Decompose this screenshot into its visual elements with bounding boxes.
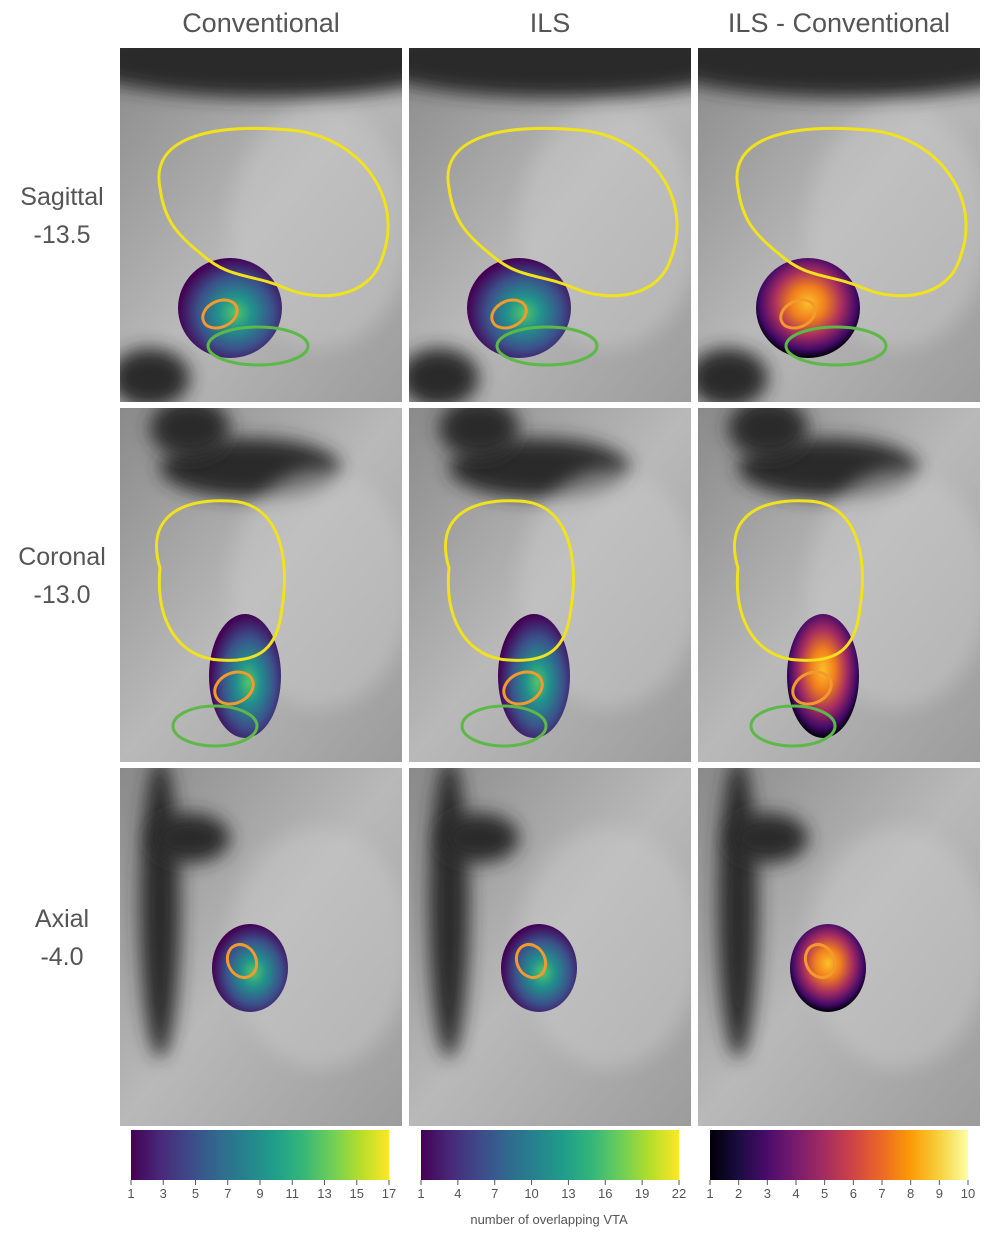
colorbar-tick-label: 10	[524, 1186, 538, 1201]
colorbar-tick-label: 7	[224, 1186, 231, 1201]
figure: Conventional ILS ILS - Conventional Sagitta…	[0, 0, 984, 1234]
image-panel	[698, 758, 984, 1126]
colorbar-tick-label: 3	[160, 1186, 167, 1201]
vta-overlap	[501, 924, 577, 1012]
dark-structure	[718, 758, 758, 1058]
vta-overlap	[212, 924, 288, 1012]
image-panel	[409, 398, 699, 762]
dark-structure	[150, 813, 230, 863]
column-title: Conventional	[182, 8, 340, 38]
colorbar-tick-label: 8	[907, 1186, 914, 1201]
colorbar-tick-label: 10	[961, 1186, 975, 1201]
colorbar-tick-label: 5	[192, 1186, 199, 1201]
colorbar-tick-label: 3	[764, 1186, 771, 1201]
row-view: Coronal	[18, 543, 106, 571]
colorbar-tick-label: 5	[821, 1186, 828, 1201]
colorbar-tick-label: 7	[491, 1186, 498, 1201]
image-panel	[648, 18, 984, 408]
image-panel	[698, 398, 984, 762]
dark-structure	[439, 813, 519, 863]
colorbar-tick-label: 4	[792, 1186, 799, 1201]
row-view: Sagittal	[20, 183, 103, 211]
dark-structure	[150, 398, 230, 458]
colorbar-tick-label: 11	[286, 1186, 300, 1201]
vta-overlap	[498, 614, 570, 738]
panel-content	[409, 758, 699, 1126]
dark-structure	[429, 758, 469, 1058]
colorbar-tick-label: 7	[878, 1186, 885, 1201]
panel-content	[120, 758, 410, 1126]
vta-overlap	[787, 614, 859, 738]
panel-content	[409, 398, 699, 762]
dark-structure	[688, 348, 768, 408]
colorbar-tick-label: 4	[454, 1186, 461, 1201]
colorbar-tick-label: 13	[561, 1186, 575, 1201]
panel-content	[698, 758, 984, 1126]
colorbar	[131, 1130, 389, 1180]
colorbar-tick-label: 9	[936, 1186, 943, 1201]
colorbar-tick-label: 2	[735, 1186, 742, 1201]
colorbar-label: number of overlapping VTA	[470, 1212, 628, 1227]
dark-structure	[728, 813, 808, 863]
dark-structure	[110, 348, 190, 408]
colorbar-tick-label: 15	[350, 1186, 364, 1201]
colorbar-tick-label: 1	[706, 1186, 713, 1201]
row-coordinate: -13.0	[34, 581, 91, 609]
panels	[70, 18, 984, 1126]
column-title: ILS - Conventional	[728, 8, 950, 38]
image-panel	[120, 398, 410, 762]
panel-content	[698, 398, 984, 762]
colorbar-tick-label: 17	[382, 1186, 396, 1201]
image-panel	[409, 758, 699, 1126]
row-view: Axial	[35, 905, 89, 933]
row-coordinate: -13.5	[34, 221, 91, 249]
dark-structure	[728, 398, 808, 458]
column-title: ILS	[530, 8, 571, 38]
panel-content	[120, 398, 410, 762]
colorbar-tick-label: 1	[127, 1186, 134, 1201]
vta-overlap	[209, 614, 281, 738]
panel-content	[648, 18, 984, 408]
vta-overlap	[790, 924, 866, 1012]
image-panel	[120, 758, 410, 1126]
colorbar	[421, 1130, 679, 1180]
colorbar	[710, 1130, 968, 1180]
dark-structure	[399, 348, 479, 408]
colorbar-tick-label: 1	[417, 1186, 424, 1201]
colorbar-tick-label: 22	[672, 1186, 686, 1201]
row-coordinate: -4.0	[40, 943, 83, 971]
dark-structure	[439, 398, 519, 458]
colorbar-tick-label: 6	[850, 1186, 857, 1201]
colorbar-tick-label: 13	[317, 1186, 331, 1201]
colorbar-tick-label: 16	[598, 1186, 612, 1201]
colorbar-tick-label: 19	[635, 1186, 649, 1201]
colorbar-tick-label: 9	[256, 1186, 263, 1201]
dark-structure	[140, 758, 180, 1058]
